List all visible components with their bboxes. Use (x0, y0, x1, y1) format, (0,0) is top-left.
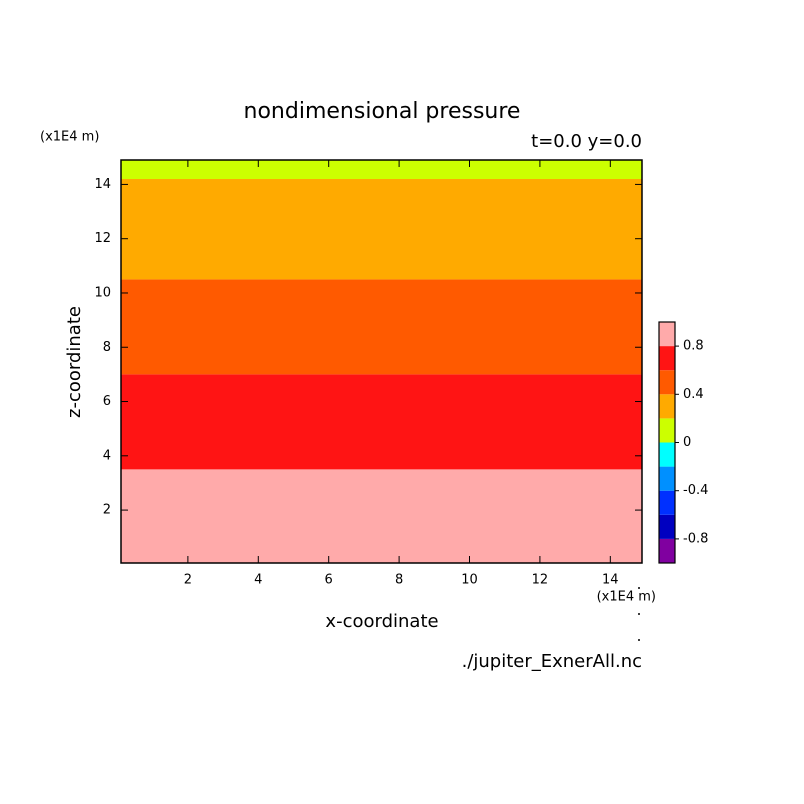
x-tick-label: 2 (184, 573, 192, 588)
colorbar-swatch (659, 394, 675, 419)
colorbar-tick-label: 0.4 (683, 387, 704, 402)
x-units: (x1E4 m) (597, 590, 656, 605)
colorbar-tick-label: -0.8 (683, 531, 708, 546)
colorbar-swatch (659, 346, 675, 371)
y-axis-label: z-coordinate (64, 306, 85, 418)
colorbar-tick-label: 0 (683, 435, 691, 450)
y-tick-label: 2 (103, 503, 111, 518)
colorbar-swatch (659, 538, 675, 563)
colorbar-swatch (659, 490, 675, 515)
x-tick-label: 6 (325, 573, 333, 588)
contour-band (121, 160, 642, 179)
contour-band (121, 178, 642, 280)
colorbar-swatch (659, 466, 675, 491)
y-units: (x1E4 m) (40, 130, 99, 145)
dot (638, 639, 640, 641)
contour-band (121, 374, 642, 470)
colorbar-swatch (659, 370, 675, 395)
y-tick-label: 8 (103, 340, 111, 355)
x-axis-label: x-coordinate (325, 611, 438, 632)
chart-subtitle: t=0.0 y=0.0 (531, 131, 642, 152)
x-tick-label: 12 (532, 573, 549, 588)
source-file: ./jupiter_ExnerAll.nc (462, 651, 642, 672)
colorbar-tick-label: 0.8 (683, 339, 704, 354)
contour-band (121, 279, 642, 375)
x-tick-label: 14 (602, 573, 619, 588)
y-tick-label: 4 (103, 448, 111, 463)
contour-band (121, 469, 642, 563)
x-tick-label: 10 (461, 573, 478, 588)
colorbar-swatch (659, 514, 675, 539)
y-tick-label: 6 (103, 394, 111, 409)
chart-title: nondimensional pressure (244, 99, 521, 124)
dot (638, 587, 640, 589)
dot (638, 613, 640, 615)
colorbar-swatch (659, 322, 675, 347)
plot-frame (120, 159, 643, 564)
colorbar-swatch (659, 418, 675, 443)
x-tick-label: 8 (395, 573, 403, 588)
colorbar-swatch (659, 442, 675, 467)
y-tick-label: 14 (94, 177, 111, 192)
x-tick-label: 4 (254, 573, 262, 588)
y-tick-label: 10 (94, 285, 111, 300)
colorbar-tick-label: -0.4 (683, 483, 708, 498)
y-tick-label: 12 (94, 231, 111, 246)
